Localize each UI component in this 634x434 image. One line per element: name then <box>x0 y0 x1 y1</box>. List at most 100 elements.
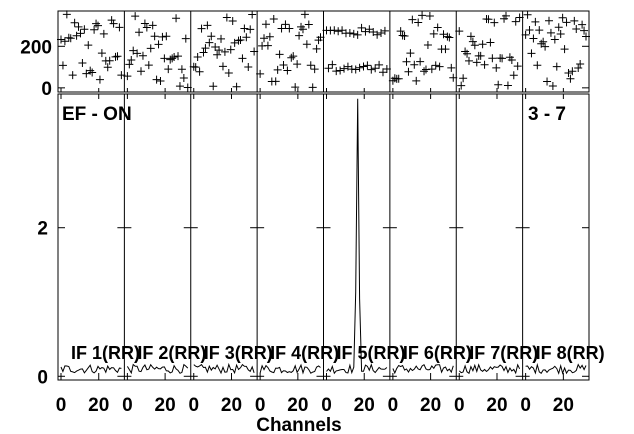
phase-point <box>289 52 298 61</box>
phase-point <box>420 67 429 76</box>
phase-point <box>380 26 389 35</box>
phase-point <box>375 60 384 69</box>
x-tick-label: 0 <box>520 395 531 416</box>
phase-point <box>218 62 227 71</box>
phase-point <box>131 12 140 21</box>
phase-point <box>414 18 423 27</box>
phase-point <box>492 63 501 72</box>
phase-point <box>172 14 181 23</box>
phase-point <box>201 44 210 53</box>
panel-label: IF 7(RR) <box>469 343 538 363</box>
phase-point <box>445 33 454 42</box>
phase-point <box>562 18 571 27</box>
phase-point <box>580 26 589 35</box>
phase-point <box>457 81 466 90</box>
panel-dividers <box>123 11 524 380</box>
panel-label: IF 3(RR) <box>204 343 273 363</box>
phase-point <box>174 52 183 61</box>
amplitude-series-line <box>326 98 388 375</box>
phase-point <box>113 52 122 61</box>
phase-point <box>568 67 577 76</box>
phase-point <box>441 45 450 54</box>
phase-point <box>459 74 468 83</box>
phase-point <box>244 63 253 72</box>
phase-point <box>66 34 75 43</box>
amplitude-y-tick-label: 2 <box>37 219 48 240</box>
phase-point <box>273 65 282 74</box>
phase-point <box>478 40 487 49</box>
phase-point <box>418 11 427 20</box>
phase-point <box>232 82 241 91</box>
x-tick-label: 0 <box>56 395 67 416</box>
phase-point <box>558 13 567 22</box>
phase-point <box>543 77 552 86</box>
phase-point <box>183 83 192 92</box>
phase-point <box>123 72 132 81</box>
phase-point <box>461 47 470 56</box>
phase-point <box>209 82 218 91</box>
phase-point <box>404 67 413 76</box>
phase-point <box>541 42 550 51</box>
phase-point <box>371 64 380 73</box>
phase-point <box>353 30 362 39</box>
panel-labels: IF 1(RR)IF 2(RR)IF 3(RR)IF 4(RR)IF 5(RR)… <box>71 343 605 363</box>
phase-point <box>58 61 67 70</box>
phase-point <box>515 13 524 22</box>
phase-point <box>152 75 161 84</box>
phase-point <box>394 74 403 83</box>
phase-point <box>298 25 307 34</box>
phase-point <box>480 60 489 69</box>
phase-point <box>539 37 548 46</box>
x-tick-label: 20 <box>354 395 375 416</box>
x-tick-label: 20 <box>155 395 176 416</box>
x-tick-label: 0 <box>188 395 199 416</box>
phase-y-tick-label: 200 <box>20 37 52 58</box>
phase-point <box>300 10 309 19</box>
phase-point <box>455 27 464 36</box>
phase-point <box>279 61 288 70</box>
amplitude-y-tick-label: 0 <box>37 367 48 388</box>
amplitude-series-line <box>525 362 587 375</box>
phase-point <box>488 54 497 63</box>
phase-point <box>90 25 99 34</box>
phase-point <box>406 49 415 58</box>
phase-point <box>340 64 349 73</box>
amplitude-series-line <box>259 363 321 375</box>
phase-point <box>535 26 544 35</box>
phase-point <box>158 32 167 41</box>
phase-point <box>94 21 103 30</box>
phase-point <box>570 16 579 25</box>
phase-point <box>256 69 265 78</box>
phase-point <box>78 58 87 67</box>
phase-point <box>566 74 575 83</box>
phase-point <box>310 65 319 74</box>
phase-point <box>345 28 354 37</box>
phase-point <box>103 63 112 72</box>
phase-point <box>291 83 300 92</box>
phase-point <box>304 20 313 29</box>
phase-point <box>429 29 438 38</box>
phase-point <box>546 28 555 37</box>
x-tick-label: 20 <box>88 395 109 416</box>
phase-point <box>293 60 302 69</box>
phase-point <box>271 77 280 86</box>
phase-point <box>466 32 475 41</box>
x-tick-label: 20 <box>420 395 441 416</box>
phase-point <box>111 52 120 61</box>
phase-point <box>521 30 530 39</box>
phase-point <box>236 36 245 45</box>
x-tick-label: 0 <box>454 395 465 416</box>
phase-y-tick-label: 0 <box>41 79 52 100</box>
phase-point <box>199 48 208 57</box>
phase-point <box>509 71 518 80</box>
amplitude-series-line <box>126 363 189 375</box>
x-tick-label: 20 <box>553 395 574 416</box>
phase-point <box>138 51 147 60</box>
phase-point <box>220 47 229 56</box>
phase-point <box>408 15 417 24</box>
phase-point <box>373 30 382 39</box>
phase-point <box>552 62 561 71</box>
phase-point <box>60 37 69 46</box>
phase-point <box>234 36 243 45</box>
phase-point <box>170 53 179 62</box>
